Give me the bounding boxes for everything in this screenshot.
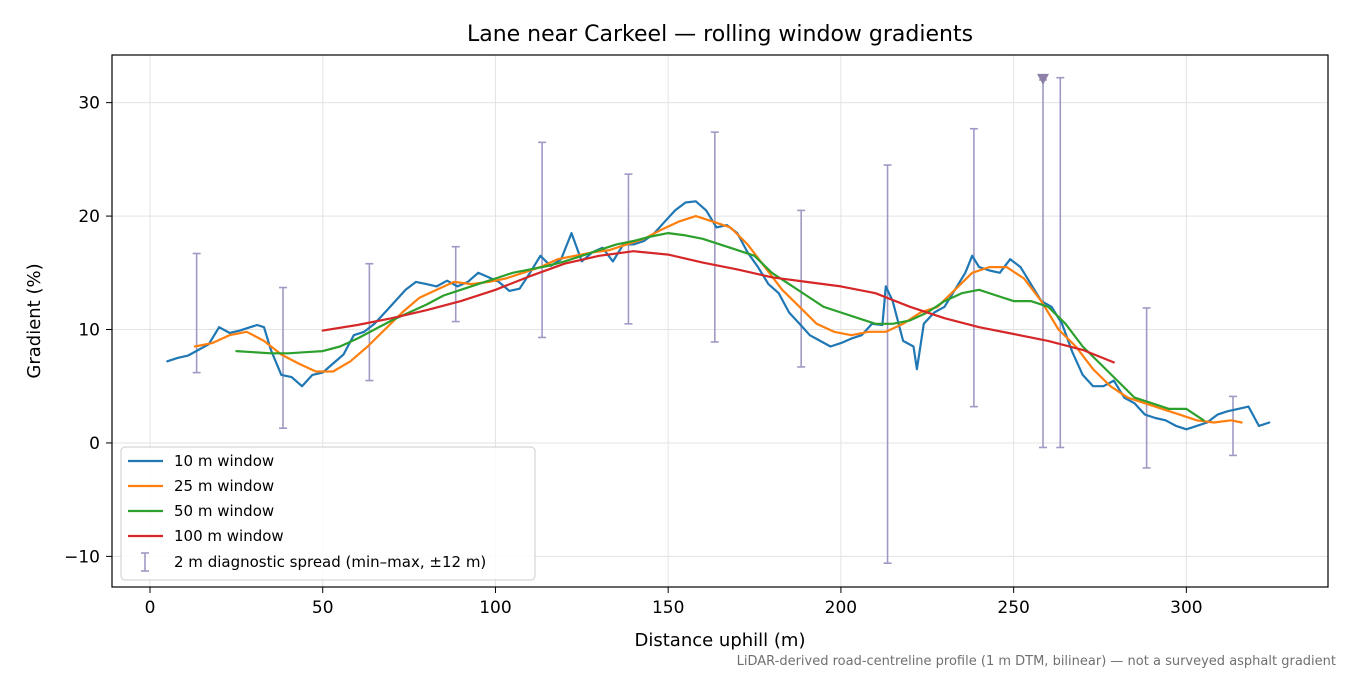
legend-label: 100 m window [174, 527, 284, 545]
series-line-2 [193, 215, 1243, 424]
footnote: LiDAR-derived road-centreline profile (1… [737, 654, 1336, 669]
legend: 10 m window 25 m window 50 m window 100 m w… [120, 446, 536, 581]
marker-group [1037, 73, 1049, 85]
errorbar [279, 286, 287, 429]
errorbar [969, 127, 978, 408]
y-axis-label: Gradient (%) [24, 263, 45, 378]
x-tick-label: 50 [312, 598, 334, 618]
series-line-1 [166, 200, 1271, 431]
x-tick-label: 200 [825, 598, 857, 618]
errorbar [538, 141, 547, 339]
series-line-3 [235, 232, 1205, 422]
axis-ticks: 0 50 100 150 200 250 300 −10 0 10 20 30 [64, 94, 1202, 618]
y-tick-label: 10 [78, 321, 100, 341]
legend-label: 2 m diagnostic spread (min–max, ±12 m) [174, 553, 486, 571]
x-axis-label: Distance uphill (m) [635, 630, 806, 651]
errorbar [797, 209, 806, 368]
errorbar [1056, 76, 1065, 449]
errorbar [1142, 307, 1151, 469]
legend-label: 25 m window [174, 477, 274, 495]
legend-item: 2 m diagnostic spread (min–max, ±12 m) [141, 552, 486, 572]
x-tick-label: 150 [652, 598, 684, 618]
x-tick-label: 100 [479, 598, 511, 618]
x-tick-label: 0 [145, 598, 156, 618]
errorbar [451, 245, 460, 323]
series-line-4 [321, 250, 1115, 364]
errorbar [883, 164, 892, 564]
errorbar-group [192, 76, 1237, 564]
errorbar [1229, 395, 1237, 457]
legend-label: 50 m window [174, 502, 274, 520]
plot-frame [111, 54, 1329, 588]
marker-triangle [1037, 73, 1049, 85]
legend-item: 50 m window [128, 502, 274, 520]
series-lines [166, 200, 1271, 431]
y-tick-label: 20 [78, 207, 100, 227]
errorbar [192, 252, 201, 374]
legend-item: 10 m window [128, 452, 274, 470]
x-tick-label: 250 [997, 598, 1029, 618]
y-tick-label: −10 [64, 547, 100, 567]
x-tick-label: 300 [1170, 598, 1202, 618]
errorbar [1039, 79, 1047, 449]
legend-label: 10 m window [174, 452, 274, 470]
y-tick-label: 30 [78, 94, 100, 114]
errorbar [624, 173, 633, 325]
legend-box [120, 446, 536, 581]
chart-title: Lane near Carkeel — rolling window gradi… [467, 22, 973, 47]
legend-item: 25 m window [128, 477, 274, 495]
legend-item: 100 m window [128, 527, 284, 545]
grid [112, 55, 1328, 587]
errorbar [710, 131, 719, 343]
y-tick-label: 0 [89, 434, 100, 454]
